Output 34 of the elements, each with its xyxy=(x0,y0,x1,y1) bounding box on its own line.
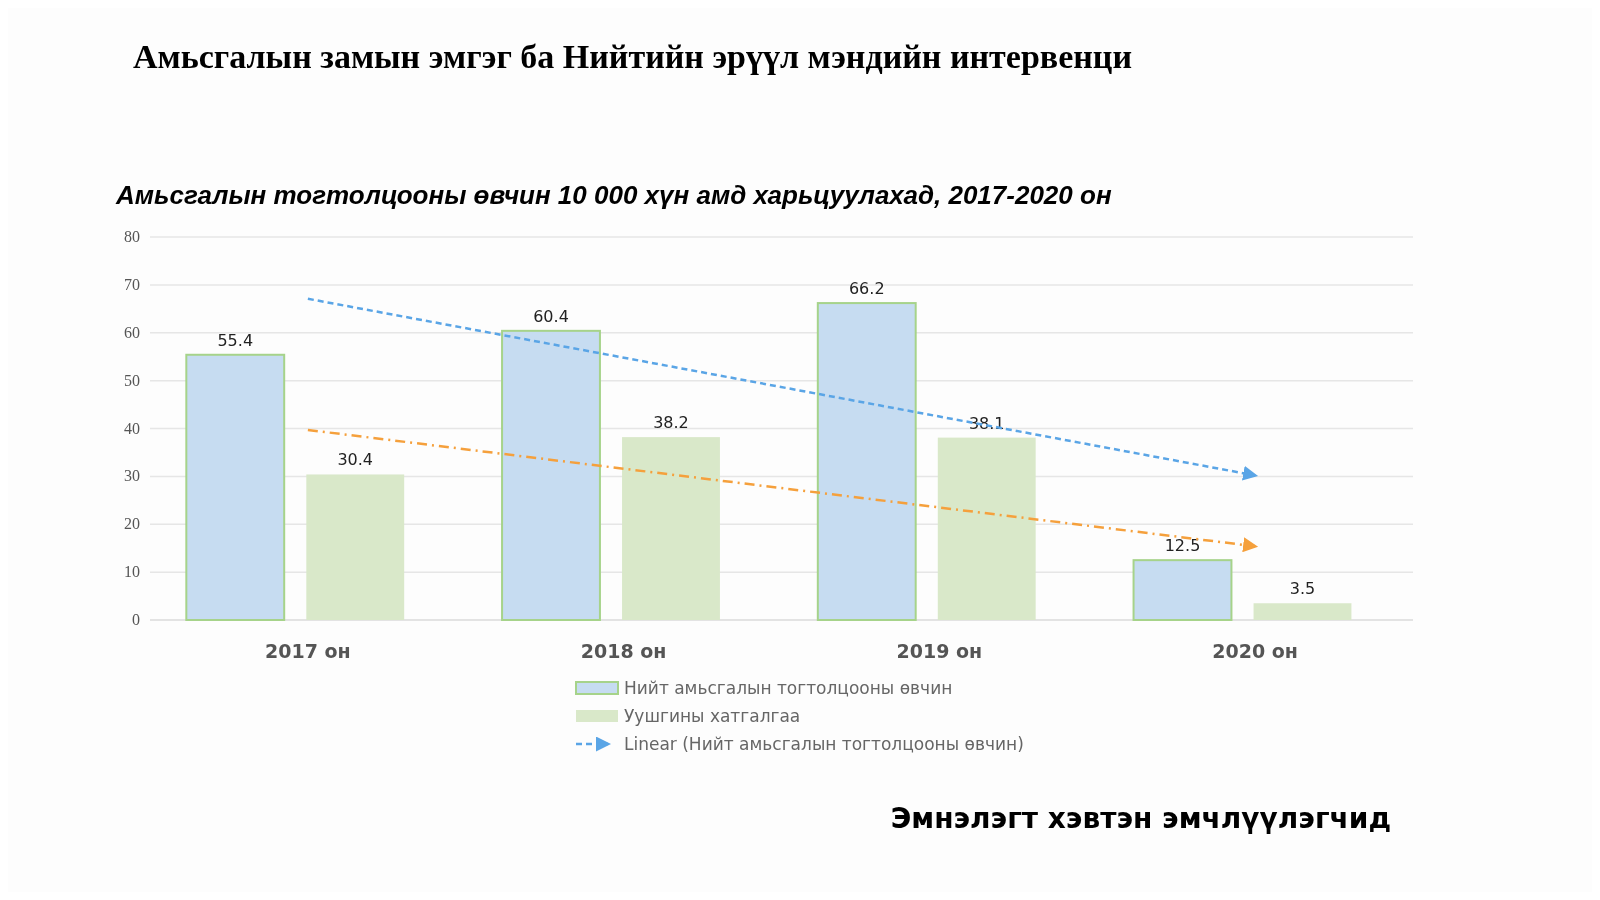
bar xyxy=(937,437,1036,620)
x-tick-label: 2017 он xyxy=(265,640,351,662)
y-tick-label: 80 xyxy=(124,228,140,245)
legend-label: Уушгины хатгалгаа xyxy=(624,706,801,726)
bar xyxy=(1253,603,1352,620)
y-tick-label: 0 xyxy=(132,611,140,628)
text: Эмнэлэгт хэвтэн эмчлүүлэгчид xyxy=(890,802,1391,835)
bar xyxy=(622,437,720,620)
x-tick-label: 2019 он xyxy=(896,640,983,662)
bar xyxy=(185,353,286,621)
y-tick-label: 50 xyxy=(124,371,140,389)
data-label: 60.4 xyxy=(533,306,569,326)
bar xyxy=(1132,559,1233,621)
y-tick-label: 30 xyxy=(124,467,140,485)
y-tick-label: 40 xyxy=(124,419,140,437)
data-label: 66.2 xyxy=(848,279,885,299)
y-tick-label: 20 xyxy=(124,515,140,533)
y-tick-label: 10 xyxy=(124,563,140,581)
data-label: 38.2 xyxy=(653,413,689,433)
data-label: 3.5 xyxy=(1289,579,1316,599)
legend-label: Linear (Нийт амьсгалын тогтолцооны өвчин) xyxy=(624,734,1024,754)
chart-title: Амьсгалын замын эмгэг ба Нийтийн эрүүл мэндийн интервенци xyxy=(133,38,1133,75)
y-tick-label: 70 xyxy=(124,275,140,293)
legend-label: Нийт амьсгалын тогтолцооны өвчин xyxy=(624,678,953,698)
bar xyxy=(816,302,917,621)
bar xyxy=(306,474,405,620)
data-label: 30.4 xyxy=(337,450,374,470)
x-tick-label: 2018 он xyxy=(580,640,667,662)
bar xyxy=(501,329,601,621)
x-tick-label: 2020 он xyxy=(1212,640,1298,662)
chart-subtitle: Амьсгалын тогтолцооны өвчин 10 000 хүн амд харьцуулахад, 2017-2020 он xyxy=(115,180,1112,210)
data-label: 55.4 xyxy=(217,330,254,350)
y-tick-label: 60 xyxy=(124,323,140,341)
data-label: 12.5 xyxy=(1164,536,1201,556)
